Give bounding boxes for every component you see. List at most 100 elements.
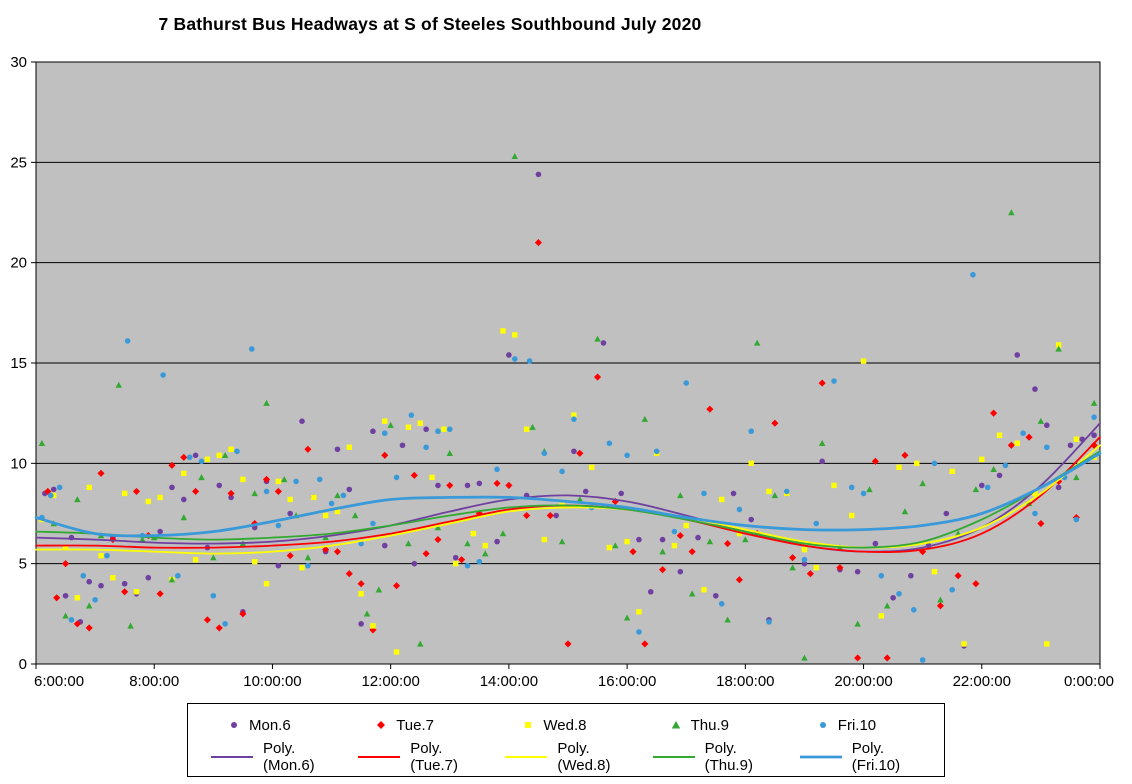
data-point: [328, 500, 335, 507]
series-Tue.7: [44, 239, 1098, 662]
data-point: [405, 424, 412, 430]
data-point: [435, 482, 441, 489]
data-point: [801, 556, 808, 563]
data-point: [849, 512, 855, 519]
y-axis-labels: 0 5 10 15 20 25 30: [10, 54, 27, 673]
data-point: [482, 542, 488, 549]
data-point: [393, 474, 400, 481]
data-point: [1032, 510, 1038, 517]
data-point: [806, 570, 814, 578]
data-point: [970, 271, 976, 278]
data-point: [476, 558, 483, 565]
x-tick-label: 20:00:00: [834, 673, 892, 690]
data-point: [393, 649, 400, 655]
data-point: [452, 554, 459, 561]
data-point: [871, 457, 879, 465]
data-point: [910, 607, 917, 613]
data-point: [606, 440, 613, 447]
data-point: [647, 588, 654, 595]
trendline-sample-icon: [799, 755, 842, 759]
legend-label: Tue.7: [396, 716, 434, 734]
data-point: [789, 554, 797, 562]
data-point: [446, 449, 454, 456]
data-point: [919, 657, 926, 663]
data-point: [1043, 422, 1050, 429]
data-point: [523, 426, 530, 432]
legend-label: Poly. (Tue.7): [410, 740, 458, 774]
data-point: [908, 572, 914, 579]
data-point: [1090, 399, 1098, 406]
y-tick-label: 20: [10, 255, 27, 272]
data-point: [210, 554, 217, 561]
chart-title: 7 Bathurst Bus Headways at S of Steeles …: [158, 14, 702, 34]
data-point: [446, 426, 453, 433]
data-point: [836, 564, 844, 572]
data-point: [901, 508, 909, 515]
data-point: [408, 412, 415, 418]
data-point: [990, 409, 998, 417]
data-point: [464, 540, 471, 547]
data-point: [526, 358, 533, 364]
data-point: [293, 478, 299, 485]
data-point: [156, 590, 164, 598]
data-point: [641, 415, 649, 422]
data-point: [506, 352, 512, 358]
data-point: [1073, 516, 1080, 523]
data-point: [1032, 490, 1038, 497]
x-tick-label: 22:00:00: [953, 673, 1011, 690]
data-point: [482, 550, 489, 557]
square-marker-icon: [525, 722, 532, 728]
data-point: [766, 619, 772, 625]
data-point: [783, 488, 790, 495]
data-point: [736, 506, 743, 513]
data-point: [417, 420, 423, 426]
data-point: [192, 452, 199, 459]
data-point: [914, 460, 920, 467]
data-point: [98, 552, 104, 559]
data-point: [771, 492, 779, 499]
data-point: [405, 540, 412, 547]
data-point: [860, 358, 867, 364]
plot-border: [35, 61, 1101, 665]
data-point: [446, 481, 454, 489]
data-point: [145, 498, 152, 505]
data-point: [559, 468, 565, 475]
trendline-Poly. (Mon.6): [35, 422, 1101, 553]
data-point: [228, 446, 234, 452]
data-point: [286, 552, 294, 560]
data-point: [546, 511, 554, 520]
data-point: [110, 575, 116, 581]
data-point: [62, 612, 69, 619]
data-point: [813, 520, 820, 527]
data-point: [363, 610, 371, 617]
trendline-Poly. (Thu.9): [35, 450, 1101, 549]
data-point: [735, 576, 743, 584]
data-point: [683, 522, 689, 529]
data-point: [1032, 386, 1038, 392]
circle-marker-icon: [819, 722, 826, 728]
data-point: [943, 510, 950, 517]
data-point: [659, 566, 667, 574]
data-point: [641, 640, 649, 648]
data-point: [86, 484, 92, 491]
data-point: [62, 544, 69, 551]
data-point: [718, 496, 725, 503]
data-point: [180, 496, 187, 503]
x-tick-label: 10:00:00: [243, 673, 301, 690]
data-point: [240, 476, 246, 483]
data-point: [588, 464, 595, 471]
data-point: [831, 378, 837, 384]
data-point: [818, 439, 826, 446]
data-point: [98, 582, 104, 589]
data-point: [422, 550, 430, 558]
data-point: [104, 552, 110, 559]
data-point: [262, 475, 271, 483]
data-point: [221, 451, 229, 459]
data-point: [883, 654, 891, 662]
data-point: [494, 466, 500, 473]
data-point: [1073, 474, 1080, 481]
data-point: [121, 580, 128, 587]
data-point: [322, 546, 330, 554]
data-point: [529, 423, 536, 430]
data-point: [429, 474, 435, 481]
